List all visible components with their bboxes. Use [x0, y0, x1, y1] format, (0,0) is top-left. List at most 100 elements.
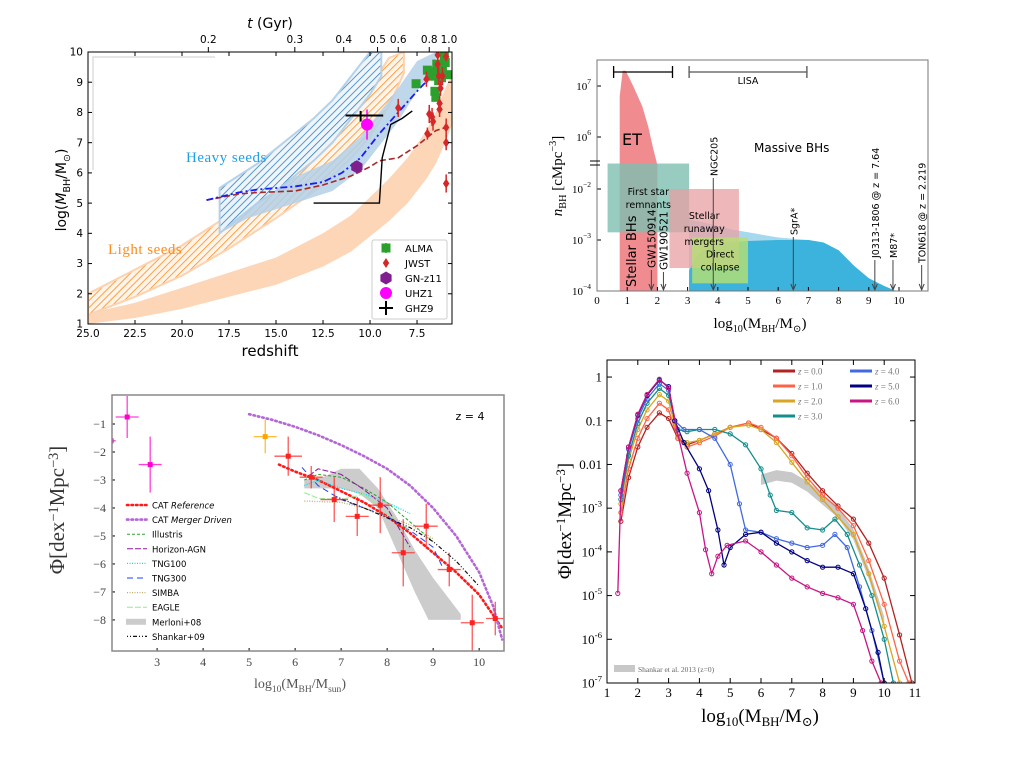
arrowhead-icon — [918, 283, 925, 292]
series-marker — [696, 466, 703, 472]
series-line-0 — [277, 463, 504, 630]
series-marker — [767, 492, 773, 498]
object-label-wrap: M87* — [889, 233, 900, 258]
jwst-point — [442, 52, 450, 62]
tick-label: 25.0 — [76, 328, 99, 340]
panel-bhmf-z4: z = 4 3 4 5 6 7 8 9 10 −1 −2 −3 −4 −5 −6 −7 −8 CAT Refere… — [45, 394, 505, 695]
tick-label: 11 — [909, 685, 922, 700]
detector-range-bracket — [688, 66, 808, 78]
y-axis-title-part: ] — [45, 446, 69, 453]
series-marker — [644, 424, 650, 430]
series-marker — [656, 376, 662, 382]
tick-label: 3 — [154, 655, 160, 669]
x-axis-title-part: BH — [761, 324, 776, 335]
tick-label: 5 — [745, 295, 751, 307]
series-marker — [618, 518, 624, 524]
legend-label: JWST — [404, 259, 431, 270]
tick-label: −2 — [93, 445, 106, 459]
region-box-label: runaway — [684, 224, 725, 235]
et-label: ET — [622, 130, 642, 149]
x-axis-title-part: BH — [762, 714, 780, 729]
series-marker — [746, 422, 752, 428]
plot-frame — [606, 359, 916, 684]
object-label-wrap: GW150914 — [646, 209, 658, 268]
jwst-point — [439, 71, 446, 82]
top-axis-title-part: (Gyr) — [253, 16, 293, 32]
x-axis-title-part: /M — [312, 677, 329, 692]
series-marker — [804, 525, 810, 531]
legend-label-part: SIMBA — [152, 589, 179, 599]
jwst-point — [395, 102, 402, 113]
tick-label: 106 — [576, 128, 591, 144]
data-point-marker — [124, 414, 130, 420]
y-axis-title-part: ⊙ — [62, 154, 73, 162]
plot-frame — [596, 59, 929, 292]
top-axis-title: t (Gyr) — [247, 16, 293, 32]
object-label: SgrA* — [789, 208, 800, 235]
series-marker — [881, 601, 887, 607]
series-marker — [656, 385, 662, 392]
tick-label: 7 — [806, 295, 812, 307]
series-line — [620, 382, 885, 683]
region-box-label: Stellar — [689, 211, 720, 222]
tick-label: 20.0 — [170, 328, 193, 340]
gn-z11-point — [351, 160, 363, 174]
jwst-point — [437, 83, 444, 94]
series-line — [617, 378, 882, 683]
tick-label: −5 — [93, 529, 106, 543]
series-marker — [881, 623, 887, 629]
tick-label: 9 — [850, 685, 857, 700]
arrowhead-icon — [871, 283, 878, 292]
data-point-marker — [423, 523, 429, 529]
y-axis-title-wrap: Φ[dex−1Mpc−3] — [553, 463, 576, 579]
object-label-wrap: SgrA* — [789, 208, 800, 235]
tick-label: 8 — [819, 685, 826, 700]
jwst-point — [434, 52, 441, 61]
series-marker — [724, 542, 730, 548]
alma-point — [430, 86, 440, 96]
series-marker — [860, 627, 866, 634]
jwst-point — [442, 178, 450, 189]
y-axis-title-part: −1 — [553, 518, 568, 532]
black-track-line — [313, 110, 413, 204]
series-marker — [712, 426, 718, 433]
stellar-bhs-label: Stellar BHs — [625, 215, 640, 287]
tick-label-exponent: −3 — [583, 231, 591, 240]
series-marker — [820, 542, 826, 548]
tick-label: 17.5 — [217, 328, 240, 340]
series-marker — [773, 562, 780, 568]
arrowhead-icon — [660, 283, 667, 292]
series-marker — [773, 507, 780, 513]
legend-label: z = 5.0 — [874, 382, 900, 392]
tick-label: 7 — [338, 655, 344, 669]
y-axis-title-wrap: log(MBH/M⊙) — [54, 149, 73, 232]
series-marker — [656, 400, 662, 406]
tick-label: 10 — [894, 295, 906, 307]
jwst-point — [429, 116, 437, 127]
legend-label: SIMBA — [152, 589, 179, 599]
plot-frame — [87, 51, 453, 325]
legend-label: z = 6.0 — [874, 397, 900, 407]
legend-label-part: z — [874, 367, 879, 377]
series-marker — [850, 601, 857, 607]
legend-label-part: z — [874, 397, 879, 407]
alma-point — [431, 92, 441, 102]
series-marker — [789, 549, 795, 555]
tick-label: 0.1 — [586, 413, 602, 428]
tick-label-exponent: -7 — [595, 674, 603, 684]
y-axis-title: Φ[dex−1Mpc−3] — [45, 446, 69, 575]
x-axis-title-part: (M — [281, 677, 299, 692]
legend-label: GHZ9 — [405, 304, 433, 315]
tick-label: −4 — [93, 501, 106, 515]
series-marker — [644, 407, 650, 413]
y-axis-title-part: ] — [550, 136, 566, 141]
legend-label: z = 2.0 — [797, 397, 823, 407]
series-marker — [832, 516, 838, 522]
axis-break-mark — [590, 160, 600, 166]
y-axis-title-part: [cMpc — [550, 151, 566, 194]
tick-label: 10.0 — [358, 328, 381, 340]
series-line-7 — [304, 492, 411, 531]
legend: z = 0.0z = 1.0z = 2.0z = 3.0z = 4.0z = 5… — [614, 367, 900, 674]
y-axis-title-part: Mpc — [555, 483, 576, 518]
series-marker — [656, 410, 662, 416]
